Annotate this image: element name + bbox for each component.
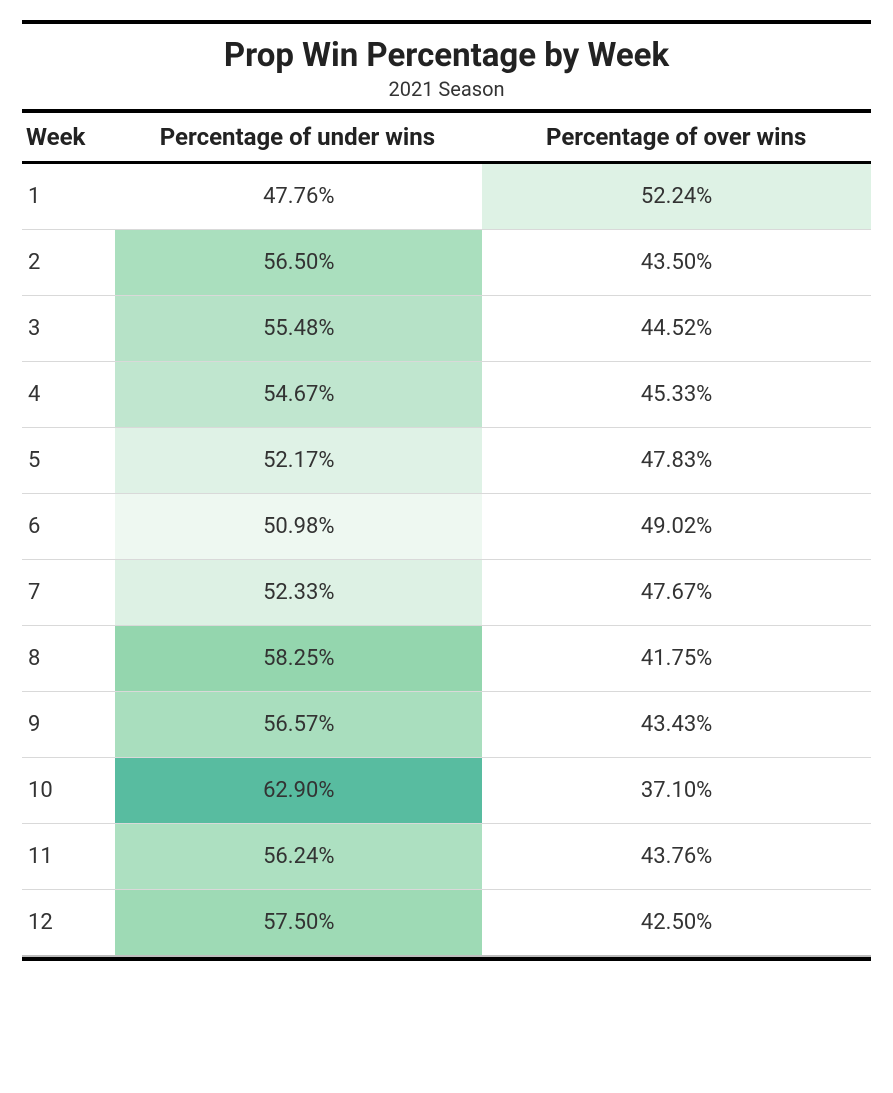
cell-over: 49.02% bbox=[482, 494, 871, 559]
table-row: 7 52.33% 47.67% bbox=[22, 560, 871, 626]
cell-week: 5 bbox=[22, 428, 115, 493]
cell-week: 10 bbox=[22, 758, 115, 823]
table-row: 6 50.98% 49.02% bbox=[22, 494, 871, 560]
table-row: 12 57.50% 42.50% bbox=[22, 890, 871, 957]
cell-over: 43.50% bbox=[482, 230, 871, 295]
title-block: Prop Win Percentage by Week 2021 Season bbox=[22, 24, 871, 113]
cell-over: 42.50% bbox=[482, 890, 871, 955]
cell-under: 55.48% bbox=[115, 296, 482, 361]
cell-over: 44.52% bbox=[482, 296, 871, 361]
table-row: 9 56.57% 43.43% bbox=[22, 692, 871, 758]
cell-over: 47.83% bbox=[482, 428, 871, 493]
cell-under: 50.98% bbox=[115, 494, 482, 559]
cell-week: 3 bbox=[22, 296, 115, 361]
cell-under: 56.24% bbox=[115, 824, 482, 889]
table-title: Prop Win Percentage by Week bbox=[22, 36, 871, 75]
cell-under: 52.33% bbox=[115, 560, 482, 625]
table-row: 10 62.90% 37.10% bbox=[22, 758, 871, 824]
table-row: 3 55.48% 44.52% bbox=[22, 296, 871, 362]
header-row: Week Percentage of under wins Percentage… bbox=[22, 113, 871, 164]
cell-under: 52.17% bbox=[115, 428, 482, 493]
cell-under: 62.90% bbox=[115, 758, 482, 823]
cell-over: 41.75% bbox=[482, 626, 871, 691]
col-header-over: Percentage of over wins bbox=[481, 113, 871, 161]
cell-over: 43.76% bbox=[482, 824, 871, 889]
cell-week: 4 bbox=[22, 362, 115, 427]
cell-week: 7 bbox=[22, 560, 115, 625]
cell-week: 1 bbox=[22, 164, 115, 229]
table-row: 5 52.17% 47.83% bbox=[22, 428, 871, 494]
table-row: 11 56.24% 43.76% bbox=[22, 824, 871, 890]
cell-week: 12 bbox=[22, 890, 115, 955]
table-row: 1 47.76% 52.24% bbox=[22, 164, 871, 230]
cell-under: 47.76% bbox=[115, 164, 482, 229]
table-row: 4 54.67% 45.33% bbox=[22, 362, 871, 428]
table-body: 1 47.76% 52.24% 2 56.50% 43.50% 3 55.48%… bbox=[22, 164, 871, 957]
cell-over: 52.24% bbox=[482, 164, 871, 229]
cell-over: 37.10% bbox=[482, 758, 871, 823]
table-row: 2 56.50% 43.50% bbox=[22, 230, 871, 296]
table-row: 8 58.25% 41.75% bbox=[22, 626, 871, 692]
table-subtitle: 2021 Season bbox=[22, 77, 871, 101]
cell-under: 58.25% bbox=[115, 626, 482, 691]
cell-over: 45.33% bbox=[482, 362, 871, 427]
cell-over: 43.43% bbox=[482, 692, 871, 757]
cell-over: 47.67% bbox=[482, 560, 871, 625]
cell-week: 11 bbox=[22, 824, 115, 889]
cell-under: 57.50% bbox=[115, 890, 482, 955]
cell-week: 8 bbox=[22, 626, 115, 691]
prop-win-table: Prop Win Percentage by Week 2021 Season … bbox=[22, 20, 871, 961]
table-container: Prop Win Percentage by Week 2021 Season … bbox=[0, 0, 893, 981]
col-header-week: Week bbox=[22, 113, 113, 161]
cell-under: 54.67% bbox=[115, 362, 482, 427]
cell-week: 6 bbox=[22, 494, 115, 559]
cell-week: 9 bbox=[22, 692, 115, 757]
col-header-under: Percentage of under wins bbox=[113, 113, 481, 161]
cell-under: 56.57% bbox=[115, 692, 482, 757]
cell-week: 2 bbox=[22, 230, 115, 295]
cell-under: 56.50% bbox=[115, 230, 482, 295]
